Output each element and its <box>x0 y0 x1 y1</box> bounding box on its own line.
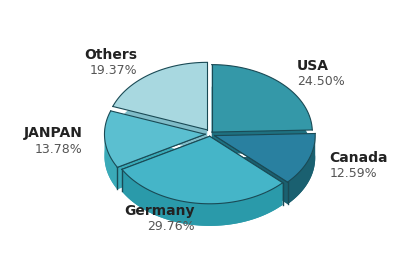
Text: Canada: Canada <box>329 151 388 165</box>
Text: Others: Others <box>84 48 137 62</box>
Text: 24.50%: 24.50% <box>297 75 345 88</box>
Polygon shape <box>105 133 205 189</box>
Polygon shape <box>212 87 312 154</box>
Text: 19.37%: 19.37% <box>89 64 137 77</box>
Text: Germany: Germany <box>124 204 194 218</box>
Text: JANPAN: JANPAN <box>24 126 83 140</box>
Polygon shape <box>105 135 118 189</box>
Polygon shape <box>105 111 205 167</box>
Text: 12.59%: 12.59% <box>329 167 377 180</box>
Text: USA: USA <box>297 59 329 73</box>
Polygon shape <box>122 158 283 226</box>
Polygon shape <box>215 156 315 204</box>
Text: 13.78%: 13.78% <box>35 143 83 156</box>
Polygon shape <box>288 136 315 204</box>
Polygon shape <box>122 169 283 226</box>
Polygon shape <box>212 65 312 132</box>
Polygon shape <box>215 134 315 182</box>
Polygon shape <box>113 62 207 130</box>
Polygon shape <box>122 136 283 204</box>
Text: 29.76%: 29.76% <box>147 220 194 233</box>
Polygon shape <box>113 85 207 152</box>
